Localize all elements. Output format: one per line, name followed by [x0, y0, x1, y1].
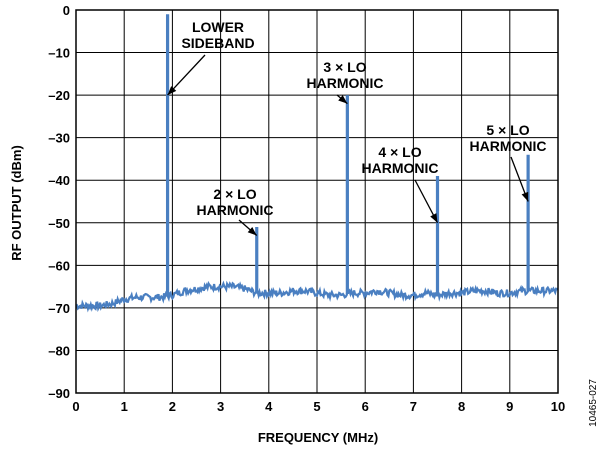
x-tick-label: 7: [410, 399, 417, 414]
y-tick-label: –60: [48, 258, 70, 273]
y-tick-label: –80: [48, 343, 70, 358]
x-tick-label: 6: [362, 399, 369, 414]
annotation-label: HARMONIC: [362, 160, 439, 176]
x-tick-labels: 0 1 2 3 4 5 6 7 8 9 10: [72, 399, 565, 414]
y-tick-label: –10: [48, 46, 70, 61]
annotation-arrowhead: [521, 191, 529, 202]
annotation-arrowhead: [247, 226, 257, 236]
y-tick-label: –50: [48, 216, 70, 231]
plot-frame: [75, 9, 559, 394]
annotation-arrowhead: [430, 213, 438, 223]
annotation-label: 5 × LO: [486, 122, 529, 138]
annotation-label: SIDEBAND: [181, 35, 254, 51]
x-tick-label: 1: [121, 399, 128, 414]
noise-floor-line: [75, 280, 559, 313]
x-tick-label: 0: [72, 399, 79, 414]
x-tick-label: 4: [265, 399, 273, 414]
annotation-label: LOWER: [192, 19, 244, 35]
y-tick-label: 0: [63, 3, 70, 18]
y-axis-title: RF OUTPUT (dBm): [9, 145, 24, 261]
x-tick-label: 5: [313, 399, 320, 414]
annotation-arrowhead: [167, 86, 177, 96]
annotation-arrowhead: [338, 95, 348, 104]
annotation-arrow: [167, 54, 206, 96]
x-tick-label: 9: [506, 399, 513, 414]
y-tick-label: –30: [48, 131, 70, 146]
annotation-label: 3 × LO: [323, 59, 366, 75]
figure-code: 10465-027: [588, 379, 599, 427]
y-tick-label: –90: [48, 386, 70, 401]
y-tick-label: –20: [48, 88, 70, 103]
y-tick-label: –40: [48, 173, 70, 188]
x-tick-label: 10: [551, 399, 565, 414]
harmonic-peaks: [165, 14, 530, 296]
x-tick-label: 3: [217, 399, 224, 414]
x-axis-title: FREQUENCY (MHz): [258, 430, 378, 445]
x-tick-label: 8: [458, 399, 465, 414]
annotation-label: 4 × LO: [378, 144, 421, 160]
noise-floor-trace: [75, 280, 559, 313]
annotation-label: HARMONIC: [470, 138, 547, 154]
annotation-label: 2 × LO: [213, 186, 256, 202]
y-tick-label: –70: [48, 301, 70, 316]
x-tick-label: 2: [169, 399, 176, 414]
y-tick-labels: 0 –10 –20 –30 –40 –50 –60 –70 –80 –90: [48, 3, 70, 401]
grid-lines: [76, 10, 558, 393]
annotation-label: HARMONIC: [307, 75, 384, 91]
annotation-label: HARMONIC: [197, 202, 274, 218]
